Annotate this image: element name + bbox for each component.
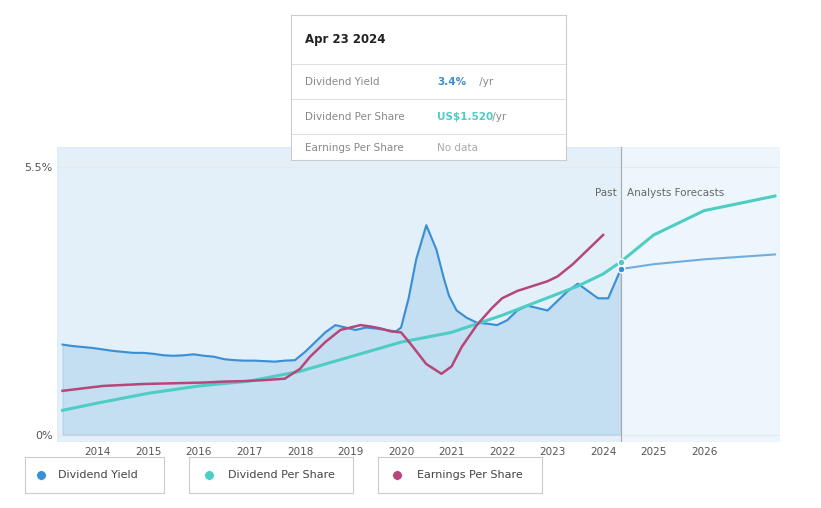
Text: /yr: /yr (489, 112, 507, 121)
Text: Apr 23 2024: Apr 23 2024 (305, 33, 386, 46)
Text: Earnings Per Share: Earnings Per Share (305, 143, 404, 153)
Text: /yr: /yr (475, 77, 493, 87)
Text: Dividend Yield: Dividend Yield (305, 77, 379, 87)
Text: Dividend Per Share: Dividend Per Share (228, 470, 335, 480)
Text: US$1.520: US$1.520 (438, 112, 493, 121)
Bar (57, 147, 621, 442)
Text: Earnings Per Share: Earnings Per Share (417, 470, 523, 480)
Text: Past: Past (595, 188, 617, 199)
Bar (621, 147, 780, 442)
Text: Dividend Yield: Dividend Yield (58, 470, 138, 480)
Text: Analysts Forecasts: Analysts Forecasts (627, 188, 724, 199)
Text: Dividend Per Share: Dividend Per Share (305, 112, 405, 121)
Text: No data: No data (438, 143, 478, 153)
Text: 3.4%: 3.4% (438, 77, 466, 87)
